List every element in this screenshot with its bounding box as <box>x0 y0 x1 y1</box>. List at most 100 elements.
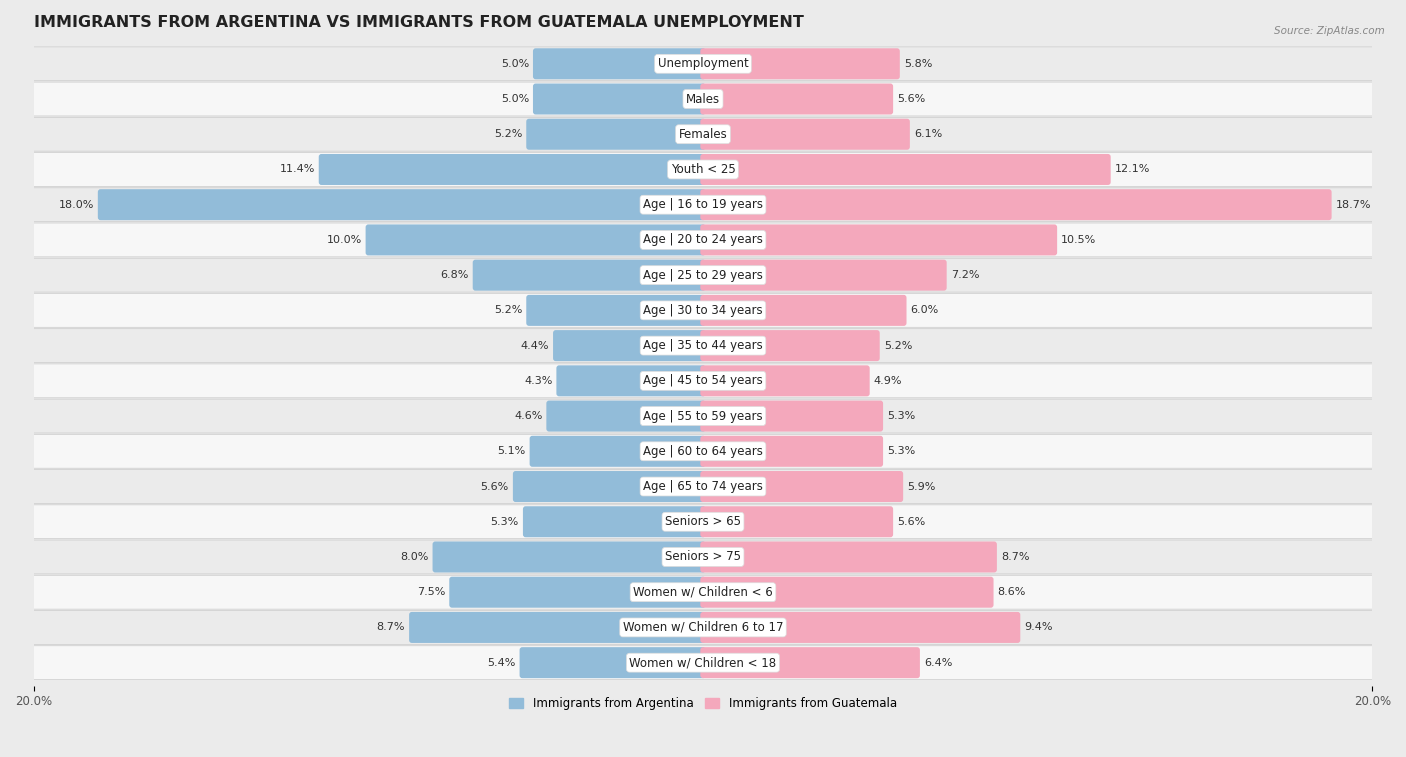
FancyBboxPatch shape <box>409 612 706 643</box>
FancyBboxPatch shape <box>700 506 893 537</box>
Text: 5.0%: 5.0% <box>501 94 529 104</box>
FancyBboxPatch shape <box>34 435 1372 469</box>
FancyBboxPatch shape <box>533 83 706 114</box>
FancyBboxPatch shape <box>700 471 903 502</box>
Text: Age | 30 to 34 years: Age | 30 to 34 years <box>643 304 763 317</box>
FancyBboxPatch shape <box>433 541 706 572</box>
Text: 5.6%: 5.6% <box>897 94 925 104</box>
FancyBboxPatch shape <box>513 471 706 502</box>
Text: 5.1%: 5.1% <box>498 447 526 456</box>
FancyBboxPatch shape <box>700 577 994 608</box>
Text: 11.4%: 11.4% <box>280 164 315 174</box>
Text: 8.6%: 8.6% <box>997 587 1026 597</box>
FancyBboxPatch shape <box>700 260 946 291</box>
FancyBboxPatch shape <box>34 611 1372 644</box>
FancyBboxPatch shape <box>700 330 880 361</box>
FancyBboxPatch shape <box>366 224 706 255</box>
FancyBboxPatch shape <box>520 647 706 678</box>
Text: 5.0%: 5.0% <box>501 59 529 69</box>
Text: Age | 55 to 59 years: Age | 55 to 59 years <box>643 410 763 422</box>
FancyBboxPatch shape <box>472 260 706 291</box>
Text: 5.6%: 5.6% <box>897 517 925 527</box>
Text: Women w/ Children < 6: Women w/ Children < 6 <box>633 586 773 599</box>
Text: 6.8%: 6.8% <box>440 270 468 280</box>
Legend: Immigrants from Argentina, Immigrants from Guatemala: Immigrants from Argentina, Immigrants fr… <box>505 693 901 715</box>
FancyBboxPatch shape <box>557 366 706 397</box>
Text: Age | 25 to 29 years: Age | 25 to 29 years <box>643 269 763 282</box>
FancyBboxPatch shape <box>450 577 706 608</box>
Text: 5.9%: 5.9% <box>907 481 935 491</box>
Text: 4.3%: 4.3% <box>524 375 553 386</box>
FancyBboxPatch shape <box>700 436 883 467</box>
FancyBboxPatch shape <box>34 575 1372 609</box>
Text: Seniors > 65: Seniors > 65 <box>665 516 741 528</box>
FancyBboxPatch shape <box>530 436 706 467</box>
Text: 10.5%: 10.5% <box>1062 235 1097 245</box>
FancyBboxPatch shape <box>526 295 706 326</box>
Text: 4.6%: 4.6% <box>515 411 543 421</box>
Text: 5.2%: 5.2% <box>494 129 522 139</box>
FancyBboxPatch shape <box>34 505 1372 539</box>
FancyBboxPatch shape <box>700 647 920 678</box>
Text: 18.7%: 18.7% <box>1336 200 1371 210</box>
FancyBboxPatch shape <box>700 83 893 114</box>
FancyBboxPatch shape <box>34 153 1372 186</box>
FancyBboxPatch shape <box>553 330 706 361</box>
FancyBboxPatch shape <box>319 154 706 185</box>
FancyBboxPatch shape <box>523 506 706 537</box>
FancyBboxPatch shape <box>700 541 997 572</box>
FancyBboxPatch shape <box>700 189 1331 220</box>
Text: 8.7%: 8.7% <box>1001 552 1029 562</box>
Text: 8.7%: 8.7% <box>377 622 405 632</box>
FancyBboxPatch shape <box>34 329 1372 363</box>
FancyBboxPatch shape <box>34 294 1372 327</box>
Text: Females: Females <box>679 128 727 141</box>
FancyBboxPatch shape <box>34 82 1372 116</box>
Text: 5.6%: 5.6% <box>481 481 509 491</box>
Text: Age | 35 to 44 years: Age | 35 to 44 years <box>643 339 763 352</box>
Text: 6.1%: 6.1% <box>914 129 942 139</box>
Text: Source: ZipAtlas.com: Source: ZipAtlas.com <box>1274 26 1385 36</box>
Text: 10.0%: 10.0% <box>326 235 361 245</box>
FancyBboxPatch shape <box>700 154 1111 185</box>
Text: 5.2%: 5.2% <box>884 341 912 350</box>
FancyBboxPatch shape <box>526 119 706 150</box>
FancyBboxPatch shape <box>700 366 870 397</box>
Text: Age | 60 to 64 years: Age | 60 to 64 years <box>643 445 763 458</box>
Text: 5.2%: 5.2% <box>494 305 522 316</box>
Text: 4.4%: 4.4% <box>520 341 548 350</box>
FancyBboxPatch shape <box>34 47 1372 81</box>
FancyBboxPatch shape <box>34 469 1372 503</box>
FancyBboxPatch shape <box>700 612 1021 643</box>
Text: Women w/ Children 6 to 17: Women w/ Children 6 to 17 <box>623 621 783 634</box>
Text: 12.1%: 12.1% <box>1115 164 1150 174</box>
FancyBboxPatch shape <box>700 295 907 326</box>
Text: Seniors > 75: Seniors > 75 <box>665 550 741 563</box>
Text: 5.8%: 5.8% <box>904 59 932 69</box>
Text: Age | 65 to 74 years: Age | 65 to 74 years <box>643 480 763 493</box>
Text: 9.4%: 9.4% <box>1025 622 1053 632</box>
FancyBboxPatch shape <box>700 48 900 79</box>
FancyBboxPatch shape <box>34 399 1372 433</box>
Text: 5.3%: 5.3% <box>887 411 915 421</box>
Text: 8.0%: 8.0% <box>401 552 429 562</box>
FancyBboxPatch shape <box>547 400 706 431</box>
Text: 4.9%: 4.9% <box>873 375 903 386</box>
Text: Youth < 25: Youth < 25 <box>671 163 735 176</box>
FancyBboxPatch shape <box>34 258 1372 292</box>
FancyBboxPatch shape <box>34 364 1372 397</box>
Text: Males: Males <box>686 92 720 105</box>
FancyBboxPatch shape <box>34 188 1372 222</box>
Text: 18.0%: 18.0% <box>59 200 94 210</box>
FancyBboxPatch shape <box>34 646 1372 680</box>
Text: Age | 45 to 54 years: Age | 45 to 54 years <box>643 375 763 388</box>
Text: Unemployment: Unemployment <box>658 58 748 70</box>
Text: Women w/ Children < 18: Women w/ Children < 18 <box>630 656 776 669</box>
FancyBboxPatch shape <box>700 119 910 150</box>
FancyBboxPatch shape <box>533 48 706 79</box>
Text: IMMIGRANTS FROM ARGENTINA VS IMMIGRANTS FROM GUATEMALA UNEMPLOYMENT: IMMIGRANTS FROM ARGENTINA VS IMMIGRANTS … <box>34 15 803 30</box>
Text: Age | 20 to 24 years: Age | 20 to 24 years <box>643 233 763 247</box>
Text: 5.4%: 5.4% <box>488 658 516 668</box>
Text: Age | 16 to 19 years: Age | 16 to 19 years <box>643 198 763 211</box>
FancyBboxPatch shape <box>34 117 1372 151</box>
